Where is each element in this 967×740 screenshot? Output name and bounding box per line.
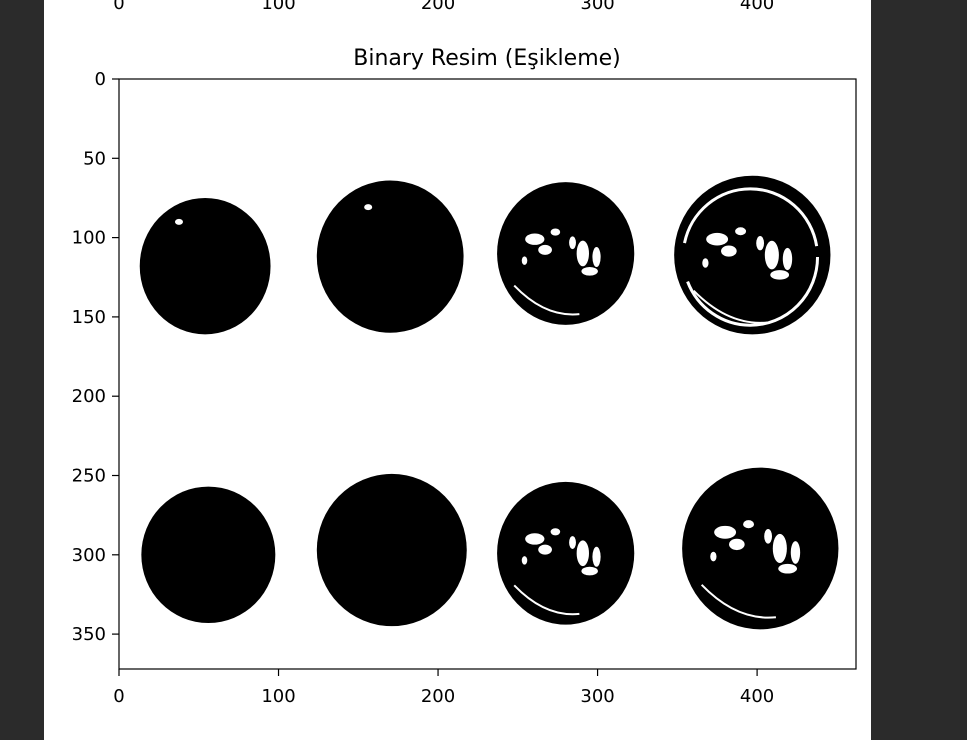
binary-object-8 xyxy=(682,467,839,630)
matplotlib-figure: 0 100 200 300 400 Binary Resim (Eşikleme) 0 1… xyxy=(72,0,857,707)
binary-object-7 xyxy=(497,481,635,625)
y-tick-label: 150 xyxy=(72,307,106,328)
object-highlight-spot xyxy=(764,240,779,270)
previous-plot-x-ticks: 0 100 200 300 400 xyxy=(113,0,774,14)
previous-x-tick-label: 200 xyxy=(421,0,455,14)
object-highlight-spot xyxy=(569,236,576,250)
binary-object-4 xyxy=(674,175,831,335)
x-tick-label: 100 xyxy=(261,686,295,707)
object-highlight-spot xyxy=(778,563,798,574)
object-highlight-spot xyxy=(729,538,745,551)
object-highlight-spot xyxy=(702,258,709,268)
object-highlight-spot xyxy=(772,533,787,564)
y-tick-label: 50 xyxy=(83,148,106,169)
x-tick-label: 400 xyxy=(740,686,774,707)
y-tick-label: 200 xyxy=(72,386,106,407)
plot-frame xyxy=(118,78,857,670)
object-disc xyxy=(316,473,467,627)
x-tick-label: 200 xyxy=(421,686,455,707)
object-highlight-spot xyxy=(756,236,765,251)
object-disc xyxy=(674,175,831,335)
y-tick-label: 0 xyxy=(95,69,106,90)
binary-object-6 xyxy=(316,473,467,627)
object-glint xyxy=(174,218,183,225)
plot-area xyxy=(118,78,857,670)
object-highlight-spot xyxy=(706,232,729,246)
object-highlight-spot xyxy=(521,556,528,565)
previous-x-tick-label: 100 xyxy=(261,0,295,14)
object-highlight-spot xyxy=(782,247,793,271)
x-tick-label: 0 xyxy=(113,686,124,707)
binary-object-1 xyxy=(139,197,271,335)
binary-objects-layer xyxy=(139,175,839,630)
object-disc xyxy=(497,481,635,625)
object-highlight-spot xyxy=(521,256,528,265)
object-edge-highlight xyxy=(692,290,769,324)
editor-right-gutter xyxy=(871,0,967,740)
object-highlight-spot xyxy=(764,529,773,544)
y-tick-label: 250 xyxy=(72,466,106,487)
object-highlight-spot xyxy=(576,240,589,267)
object-highlight-spot xyxy=(550,528,561,536)
previous-x-tick-label: 0 xyxy=(113,0,124,14)
plot-title: Binary Resim (Eşikleme) xyxy=(353,46,621,71)
object-edge-highlight xyxy=(513,284,580,316)
object-highlight-spot xyxy=(770,270,790,280)
object-highlight-spot xyxy=(710,551,717,562)
x-axis: 0 100 200 300 400 xyxy=(113,669,774,707)
object-highlight-spot xyxy=(525,233,545,245)
object-highlight-spot xyxy=(538,244,552,255)
y-axis: 0 50 100 150 200 250 300 350 xyxy=(72,69,119,645)
object-disc xyxy=(316,180,464,333)
object-highlight-spot xyxy=(538,544,552,555)
y-tick-label: 100 xyxy=(72,228,106,249)
binary-object-2 xyxy=(316,180,464,333)
object-highlight-spot xyxy=(525,533,545,545)
object-rim-highlight xyxy=(681,187,820,327)
object-highlight-spot xyxy=(550,228,561,236)
previous-x-tick-label: 400 xyxy=(740,0,774,14)
object-highlight-spot xyxy=(721,245,737,257)
binary-object-5 xyxy=(141,486,276,624)
object-disc xyxy=(141,486,276,624)
object-edge-highlight xyxy=(513,584,580,616)
object-highlight-spot xyxy=(790,541,801,564)
object-highlight-spot xyxy=(592,546,601,567)
object-highlight-spot xyxy=(743,520,755,529)
object-disc xyxy=(139,197,271,335)
y-tick-label: 300 xyxy=(72,545,106,566)
object-highlight-spot xyxy=(581,566,598,576)
object-highlight-spot xyxy=(714,525,737,539)
y-tick-label: 350 xyxy=(72,624,106,645)
x-tick-label: 300 xyxy=(580,686,614,707)
object-highlight-spot xyxy=(735,227,747,236)
object-edge-highlight xyxy=(700,584,777,619)
object-highlight-spot xyxy=(569,536,576,549)
object-disc xyxy=(682,467,839,630)
object-highlight-spot xyxy=(576,540,589,567)
notebook-output-panel: 0 100 200 300 400 Binary Resim (Eşikleme) 0 1… xyxy=(44,0,871,740)
object-glint xyxy=(364,204,373,211)
object-highlight-spot xyxy=(592,247,601,268)
binary-object-3 xyxy=(497,182,635,325)
previous-x-tick-label: 300 xyxy=(580,0,614,14)
object-disc xyxy=(497,182,635,325)
object-highlight-spot xyxy=(581,267,598,276)
